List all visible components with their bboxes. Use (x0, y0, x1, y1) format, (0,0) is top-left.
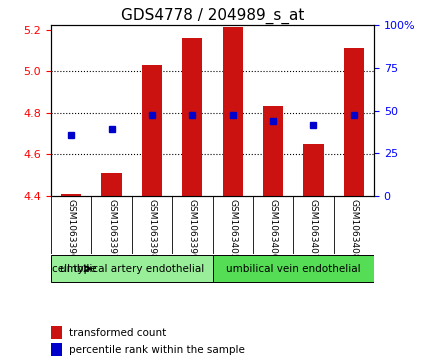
FancyBboxPatch shape (51, 256, 212, 282)
Bar (142, 65, 162, 196)
Text: GSM1063407: GSM1063407 (309, 199, 318, 259)
Bar (344, 48, 364, 196)
Text: percentile rank within the sample: percentile rank within the sample (69, 344, 245, 355)
Text: GSM1063406: GSM1063406 (269, 199, 278, 259)
Bar (61, 193, 81, 196)
Text: GSM1063399: GSM1063399 (188, 199, 197, 259)
Bar (102, 173, 122, 196)
Bar (303, 144, 323, 196)
Bar (182, 38, 202, 196)
Bar (263, 106, 283, 196)
Title: GDS4778 / 204989_s_at: GDS4778 / 204989_s_at (121, 8, 304, 24)
Bar (51, 343, 62, 356)
Text: umbilical artery endothelial: umbilical artery endothelial (60, 264, 204, 274)
Text: GSM1063396: GSM1063396 (67, 199, 76, 259)
Text: GSM1063405: GSM1063405 (228, 199, 237, 259)
Bar (51, 326, 62, 339)
Text: GSM1063398: GSM1063398 (147, 199, 156, 259)
Text: cell type: cell type (52, 264, 96, 274)
Bar (223, 28, 243, 196)
Text: GSM1063397: GSM1063397 (107, 199, 116, 259)
Text: GSM1063408: GSM1063408 (349, 199, 358, 259)
FancyBboxPatch shape (212, 256, 374, 282)
Text: transformed count: transformed count (69, 327, 166, 338)
Text: umbilical vein endothelial: umbilical vein endothelial (226, 264, 360, 274)
